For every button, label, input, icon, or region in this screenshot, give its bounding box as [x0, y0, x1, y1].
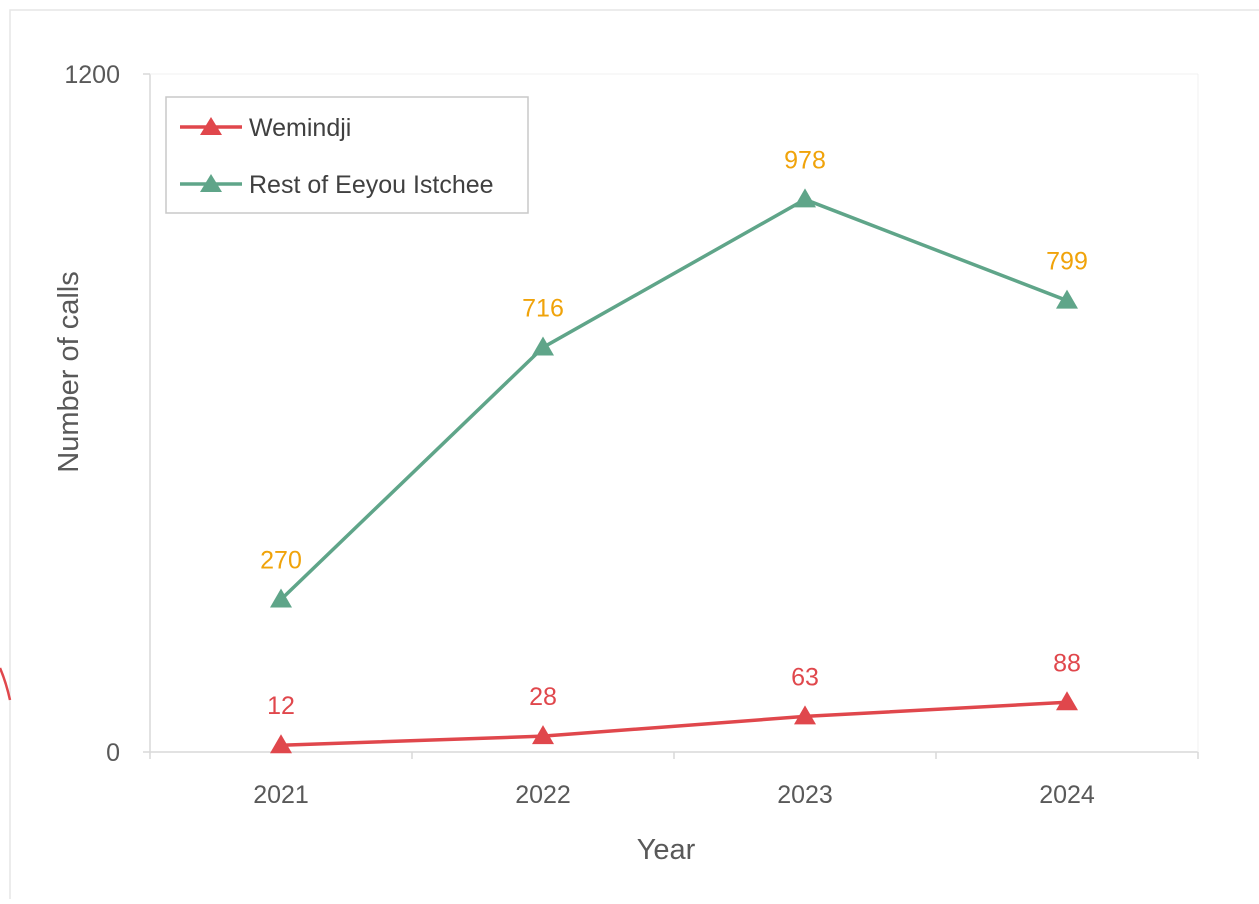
x-axis-title: Year	[637, 834, 696, 866]
data-point-marker	[532, 336, 554, 356]
legend-marker-wemindji	[200, 117, 222, 135]
data-label: 28	[529, 683, 557, 711]
data-labels-layer: 12 28 63 88 270 716 978 799	[260, 146, 1088, 720]
legend-label-wemindji: Wemindji	[249, 114, 351, 142]
x-tick-label: 2023	[777, 781, 833, 809]
data-point-marker	[794, 705, 816, 725]
data-point-marker	[270, 734, 292, 754]
decorative-curve	[0, 667, 12, 701]
legend-box	[165, 96, 529, 214]
data-point-marker	[1056, 289, 1078, 309]
legend-label-rest: Rest of Eeyou Istchee	[249, 171, 494, 199]
data-point-marker	[532, 725, 554, 745]
axes: 0 1200 2021 2022 2023 2024	[64, 61, 1199, 809]
data-label: 12	[267, 692, 295, 720]
x-tick-label: 2021	[253, 781, 309, 809]
data-label: 270	[260, 546, 302, 574]
series-layer	[270, 188, 1078, 754]
data-label: 88	[1053, 649, 1081, 677]
x-tick-label: 2022	[515, 781, 571, 809]
series-line	[280, 700, 1068, 747]
data-point-marker	[270, 588, 292, 608]
data-point-marker	[1056, 691, 1078, 711]
data-label: 716	[522, 294, 564, 322]
y-axis-title: Number of calls	[53, 271, 85, 472]
data-point-marker	[794, 188, 816, 208]
data-label: 978	[784, 146, 826, 174]
legend: Wemindji Rest of Eeyou Istchee	[165, 96, 529, 214]
data-label: 799	[1046, 248, 1088, 276]
y-tick-label: 1200	[64, 61, 120, 89]
legend-marker-rest	[200, 174, 222, 192]
y-tick-label: 0	[106, 739, 120, 767]
data-label: 63	[791, 663, 819, 691]
series-line	[279, 197, 1068, 601]
x-tick-label: 2024	[1039, 781, 1095, 809]
